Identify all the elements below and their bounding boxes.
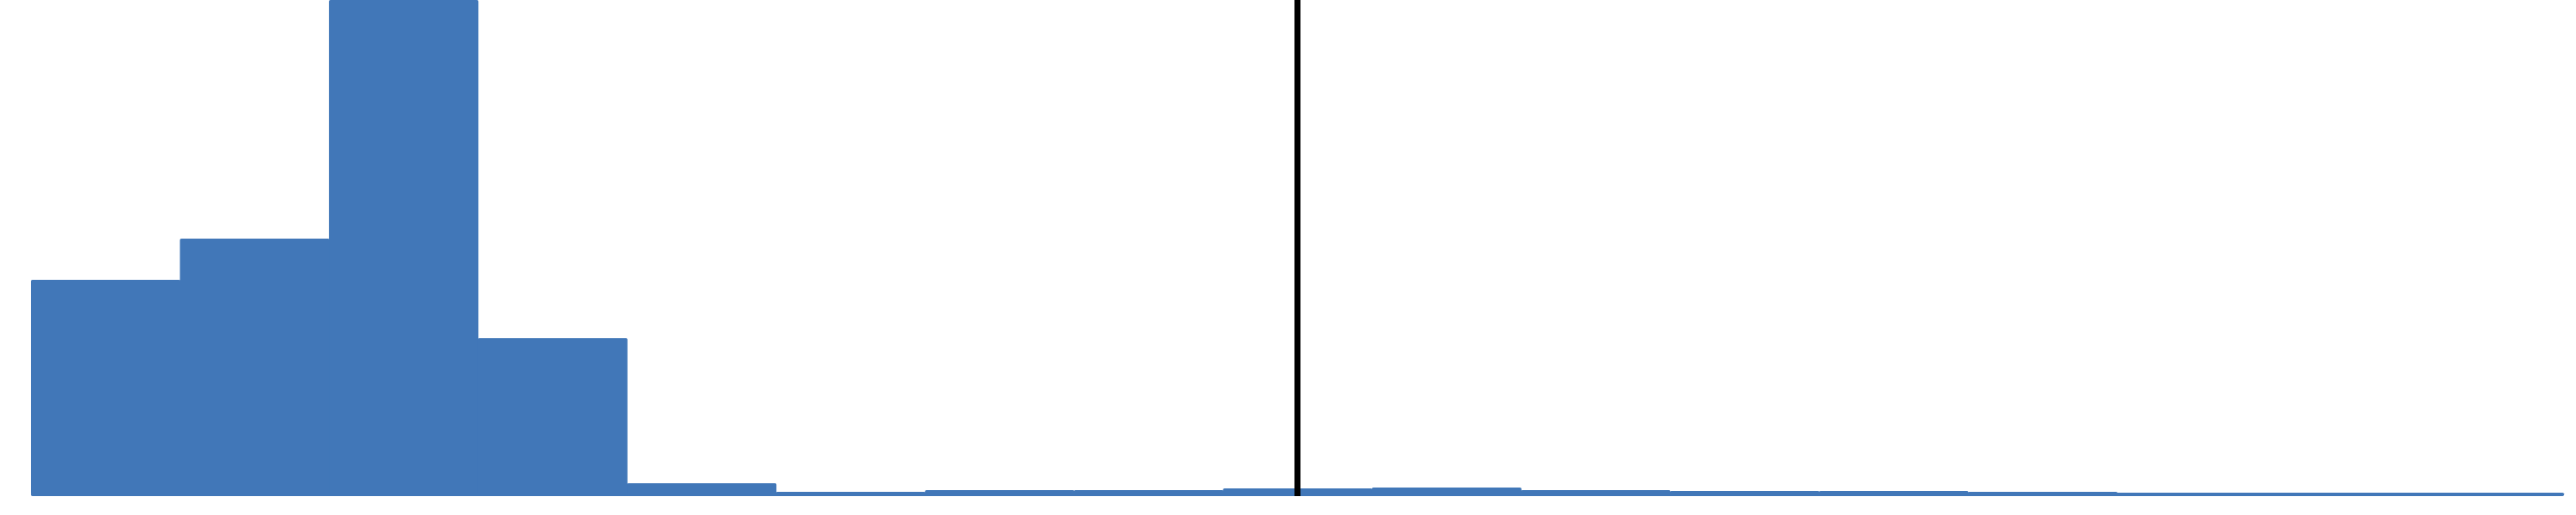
bars-layer bbox=[31, 0, 2565, 496]
histogram-bar bbox=[329, 0, 479, 494]
histogram-bar bbox=[31, 280, 181, 494]
histogram-bar bbox=[179, 239, 330, 494]
histogram-bar bbox=[477, 338, 628, 494]
histogram-bar bbox=[627, 483, 777, 494]
